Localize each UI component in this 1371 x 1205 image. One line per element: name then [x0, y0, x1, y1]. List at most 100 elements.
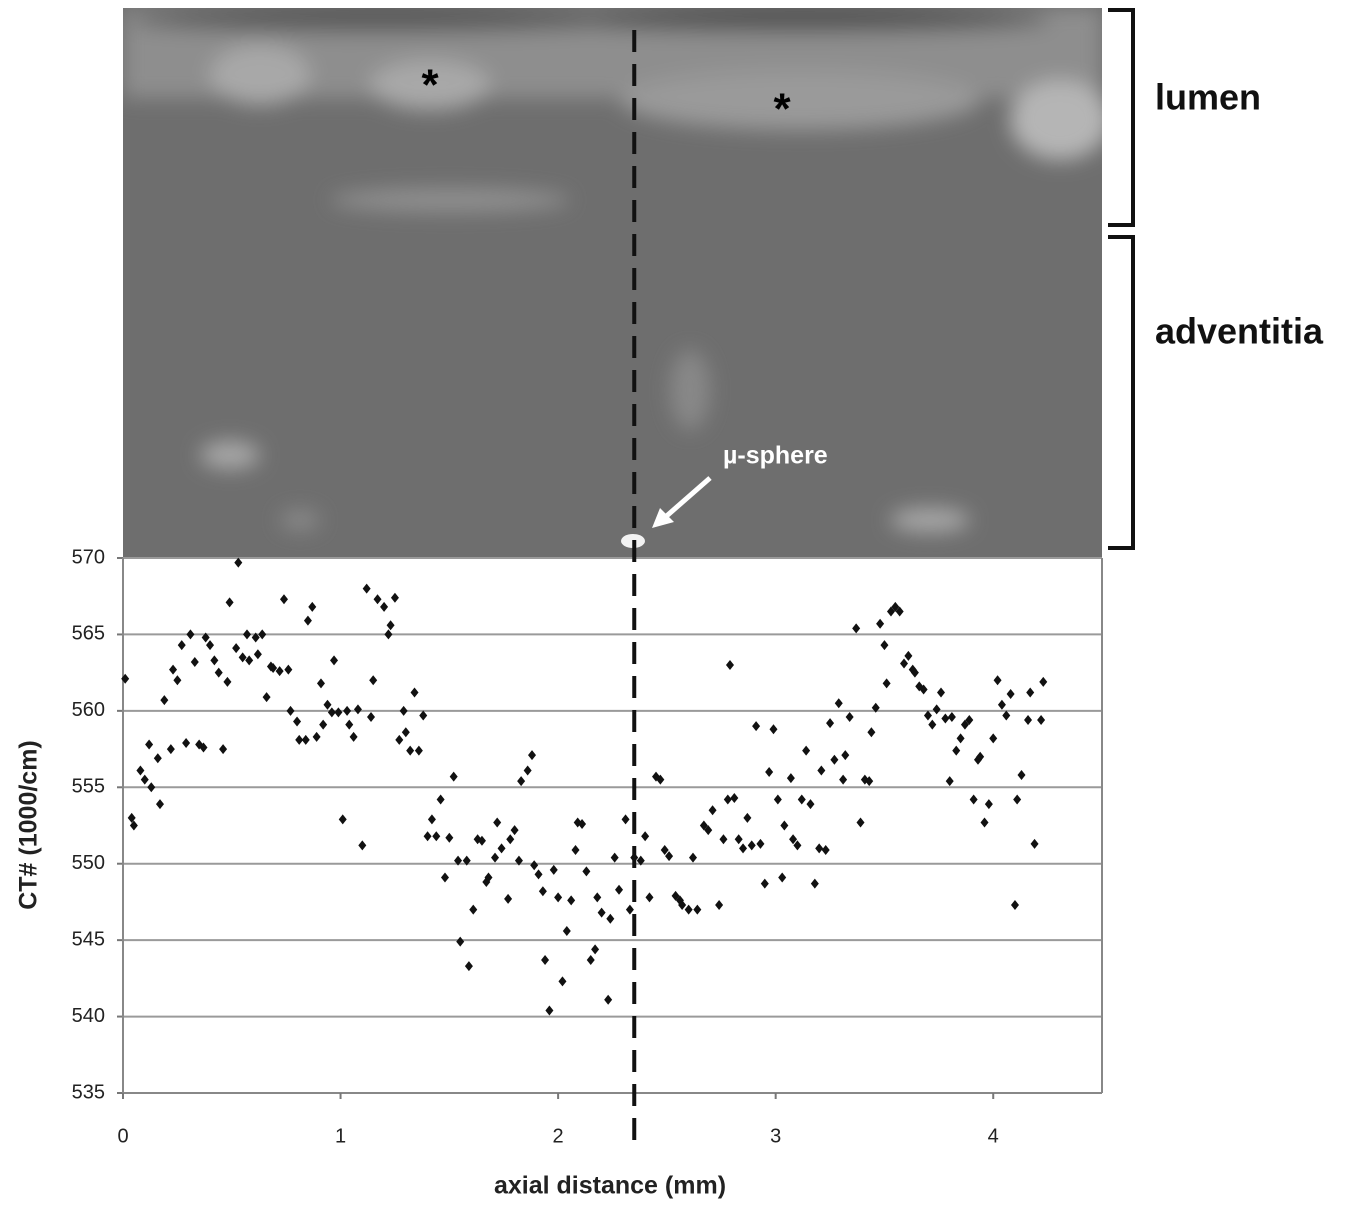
point: [349, 731, 358, 742]
point: [636, 855, 645, 866]
point: [269, 663, 278, 674]
point: [384, 629, 393, 640]
point: [865, 776, 874, 787]
point: [715, 899, 724, 910]
point: [190, 656, 199, 667]
point: [303, 615, 312, 626]
point: [214, 667, 223, 678]
point: [625, 904, 634, 915]
point: [427, 814, 436, 825]
point: [275, 666, 284, 677]
point: [845, 711, 854, 722]
point: [789, 834, 798, 845]
point: [937, 687, 946, 698]
point: [454, 855, 463, 866]
point: [338, 814, 347, 825]
point: [756, 838, 765, 849]
point: [743, 812, 752, 823]
point: [177, 640, 186, 651]
point: [284, 664, 293, 675]
point: [802, 745, 811, 756]
point: [562, 925, 571, 936]
point: [464, 961, 473, 972]
y-tick-label: 555: [72, 776, 105, 798]
star: *: [773, 85, 791, 134]
point: [734, 834, 743, 845]
point: [316, 678, 325, 689]
point: [615, 884, 624, 895]
point: [406, 745, 415, 756]
point: [984, 799, 993, 810]
point: [871, 702, 880, 713]
point: [693, 904, 702, 915]
point: [538, 886, 547, 897]
point: [206, 640, 215, 651]
point: [286, 705, 295, 716]
point: [147, 782, 156, 793]
point: [1024, 715, 1033, 726]
y-tick-label: 535: [72, 1081, 105, 1103]
point: [747, 840, 756, 851]
y-tick-label: 540: [72, 1005, 105, 1027]
point: [173, 675, 182, 686]
point: [773, 794, 782, 805]
point: [504, 893, 513, 904]
point: [752, 721, 761, 732]
point: [1002, 710, 1011, 721]
point: [367, 711, 376, 722]
point: [817, 765, 826, 776]
point: [534, 869, 543, 880]
arrow: [660, 476, 712, 522]
point: [725, 660, 734, 670]
x-tick-label: 3: [770, 1125, 781, 1147]
point: [826, 718, 835, 729]
point: [319, 719, 328, 730]
x-tick-label: 2: [553, 1125, 564, 1147]
point: [591, 944, 600, 955]
point: [262, 692, 271, 703]
arrow-head: [652, 508, 674, 528]
bracket: [1108, 8, 1135, 227]
point: [343, 705, 352, 716]
point: [166, 744, 175, 755]
x-tick-label: 4: [988, 1125, 999, 1147]
point: [419, 710, 428, 721]
point: [484, 872, 493, 883]
point: [606, 913, 615, 924]
point: [778, 872, 787, 883]
point: [997, 699, 1006, 710]
point: [886, 606, 895, 617]
point: [956, 733, 965, 744]
point: [243, 629, 252, 640]
point: [253, 649, 262, 660]
point: [219, 744, 228, 755]
point: [345, 719, 354, 730]
point: [965, 715, 974, 726]
point: [558, 976, 567, 987]
point: [510, 825, 519, 836]
point: [182, 737, 191, 748]
point: [136, 765, 145, 776]
point: [201, 632, 210, 643]
point: [353, 704, 362, 715]
point: [445, 832, 454, 843]
point: [414, 745, 423, 756]
point: [947, 711, 956, 722]
point: [312, 731, 321, 742]
plot: 535 540 545 550 555 560 565 570 0 1 2 3 4: [72, 546, 1103, 1147]
point: [793, 840, 802, 851]
point: [549, 864, 558, 875]
point: [880, 640, 889, 651]
adventitia-label: adventitia: [1155, 311, 1324, 352]
point: [493, 817, 502, 828]
point: [834, 698, 843, 709]
point: [645, 892, 654, 903]
point: [980, 817, 989, 828]
point: [199, 742, 208, 753]
point: [369, 675, 378, 686]
point: [127, 812, 136, 823]
point: [699, 820, 708, 831]
point: [169, 664, 178, 675]
point: [952, 745, 961, 756]
y-axis-label: CT# (1000/cm): [15, 740, 43, 910]
